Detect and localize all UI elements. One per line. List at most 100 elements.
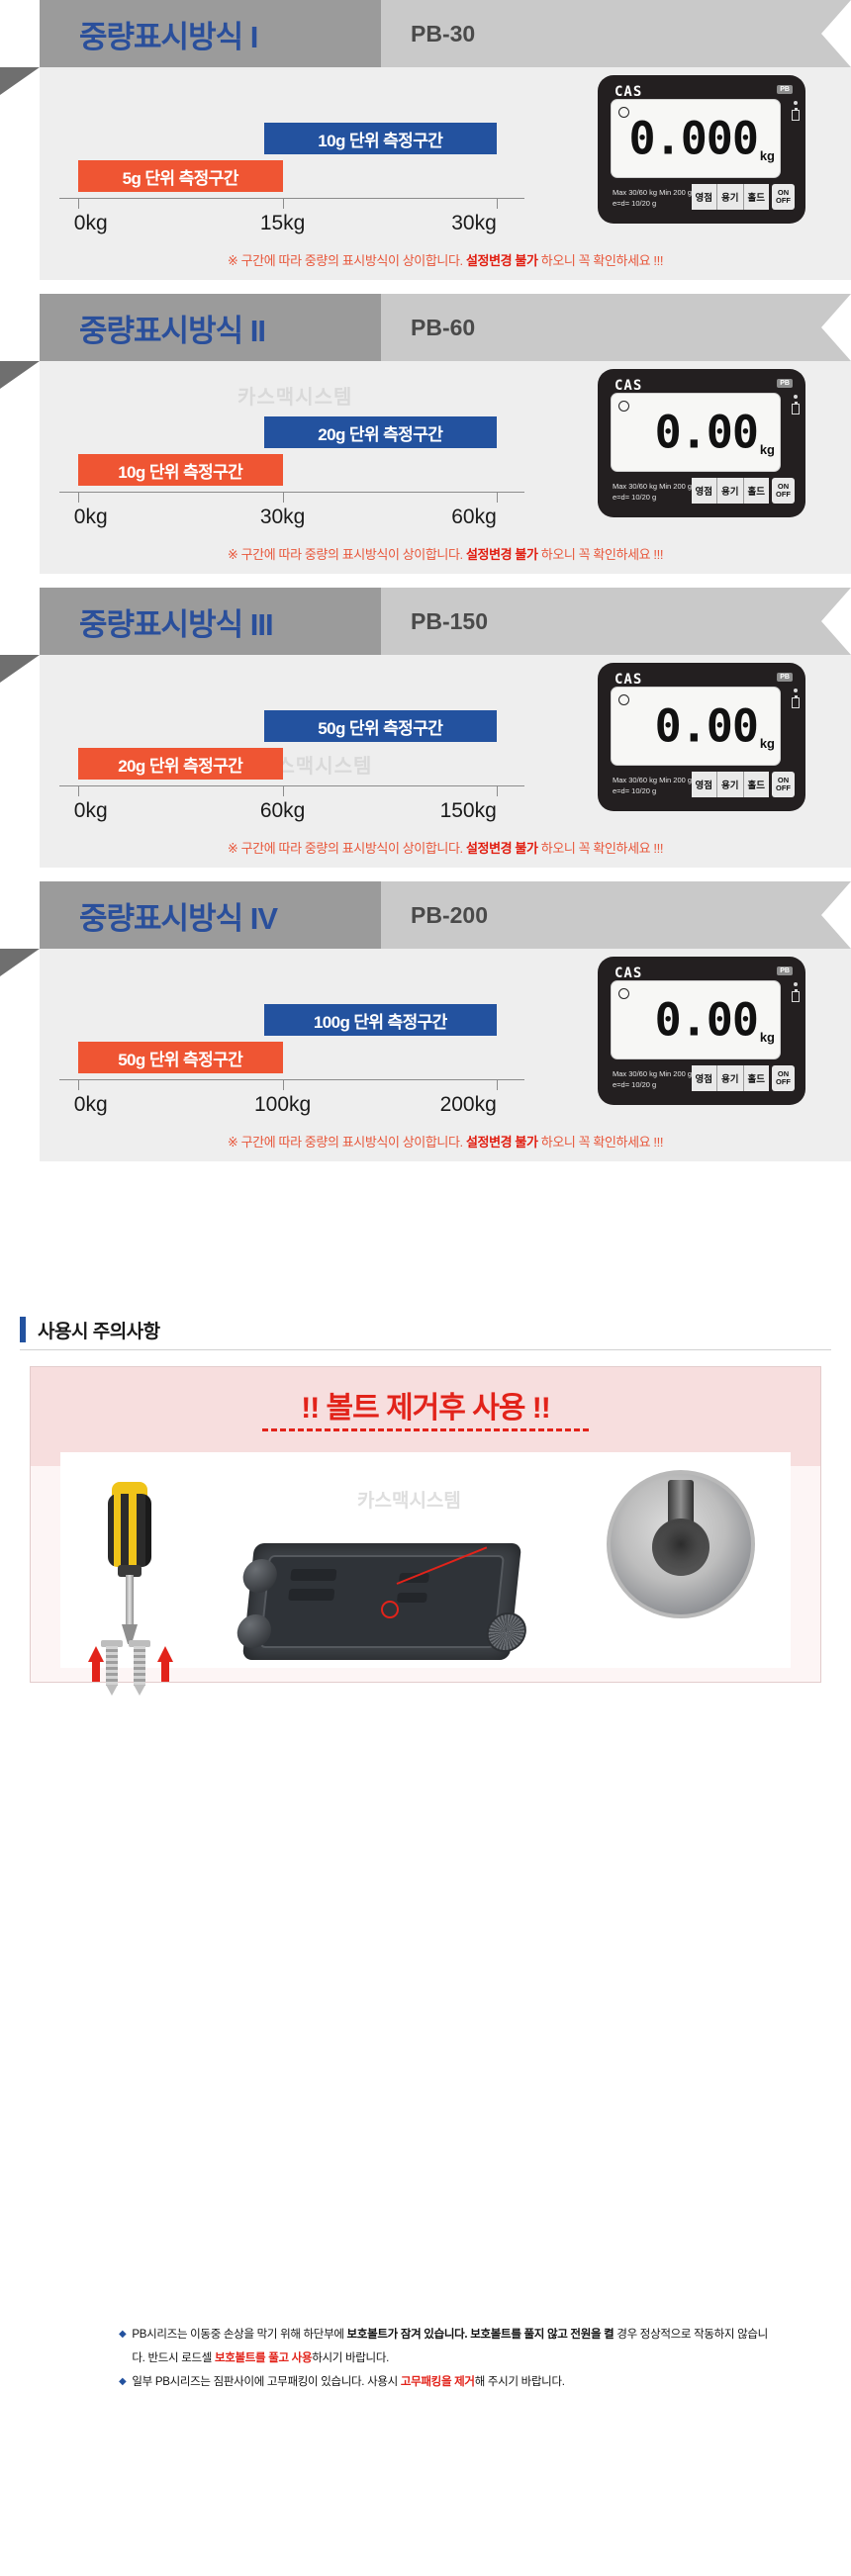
zero-key[interactable]: 영점 bbox=[691, 1065, 718, 1091]
keypad: 영점 용기 홀드 ON OFF bbox=[691, 772, 795, 797]
low-range-band: 50g 단위 측정구간 bbox=[77, 1042, 283, 1073]
card-title: 중량표시방식 III bbox=[79, 606, 274, 642]
hold-key[interactable]: 홀드 bbox=[743, 478, 769, 504]
pb-badge: PB bbox=[777, 673, 793, 682]
hold-key[interactable]: 홀드 bbox=[743, 1065, 769, 1091]
lcd-weight-unit: kg bbox=[759, 736, 775, 751]
low-range-band: 5g 단위 측정구간 bbox=[77, 160, 283, 192]
power-led-icon bbox=[794, 395, 798, 399]
axis-tick bbox=[496, 1079, 498, 1090]
tare-key[interactable]: 용기 bbox=[717, 184, 744, 210]
tare-key[interactable]: 용기 bbox=[717, 478, 744, 504]
card-header: 중량표시방식 II PB-60 bbox=[0, 294, 851, 389]
footnote-segment: 하시기 바랍니다. bbox=[312, 2352, 389, 2364]
cas-indicator: CAS PB 0.000 kg Max 30/60 kg Min 200 g e… bbox=[598, 75, 805, 224]
axis-tick-label: 0kg bbox=[73, 212, 108, 234]
zero-key[interactable]: 영점 bbox=[691, 478, 718, 504]
indicator-bottom-bar: Max 30/60 kg Min 200 g e=d= 10/20 g 영점 용… bbox=[607, 478, 797, 513]
power-key[interactable]: ON OFF bbox=[772, 478, 795, 504]
axis-tick-label: 0kg bbox=[73, 1093, 108, 1116]
lcd-screen: 0.000 kg bbox=[611, 99, 781, 178]
screw-icon-left bbox=[101, 1640, 123, 1696]
function-key-group: 영점 용기 홀드 bbox=[691, 772, 769, 797]
note-suffix: 하오니 꼭 확인하세요 !!! bbox=[537, 253, 664, 268]
footnote-text: 일부 PB시리즈는 짐판사이에 고무패킹이 있습니다. 사용시 고무패킹을 제거… bbox=[132, 2370, 772, 2394]
tare-key[interactable]: 용기 bbox=[717, 772, 744, 797]
indicator-status-icons bbox=[790, 689, 802, 708]
footnote-segment: 보호볼트를 풀고 사용 bbox=[214, 2352, 313, 2364]
cas-indicator: CAS PB 0.00 kg Max 30/60 kg Min 200 g e=… bbox=[598, 369, 805, 517]
indicator-status-icons bbox=[790, 982, 802, 1002]
lcd-weight-value: 0.00 bbox=[654, 993, 759, 1047]
power-key[interactable]: ON OFF bbox=[772, 772, 795, 797]
range-axis-line bbox=[59, 492, 524, 493]
cas-brand-logo: CAS bbox=[615, 966, 643, 981]
note-suffix: 하오니 꼭 확인하세요 !!! bbox=[537, 841, 664, 856]
indicator-spec-text: Max 30/60 kg Min 200 g e=d= 10/20 g bbox=[613, 775, 692, 796]
power-key-line-1: ON bbox=[777, 776, 790, 784]
weight-display-card: 중량표시방식 I PB-30 카스맥시스템 10g 단위 측정구간 5g 단위 … bbox=[0, 0, 851, 280]
note-emphasis: 설정변경 불가 bbox=[465, 841, 538, 856]
axis-tick-label: 15kg bbox=[259, 212, 306, 234]
note-emphasis: 설정변경 불가 bbox=[465, 253, 538, 268]
footnote-row: ◆ 일부 PB시리즈는 짐판사이에 고무패킹이 있습니다. 사용시 고무패킹을 제… bbox=[119, 2370, 772, 2394]
function-key-group: 영점 용기 홀드 bbox=[691, 478, 769, 504]
range-note: ※ 구간에 따라 중량의 표시방식이 상이합니다. 설정변경 불가 하오니 꼭 … bbox=[40, 1132, 851, 1150]
note-suffix: 하오니 꼭 확인하세요 !!! bbox=[537, 1135, 664, 1150]
zero-key[interactable]: 영점 bbox=[691, 184, 718, 210]
axis-tick bbox=[282, 492, 284, 503]
footnote-segment: 해 주시기 바랍니다. bbox=[474, 2376, 565, 2388]
indicator-top-bar: CAS PB bbox=[607, 965, 797, 981]
note-emphasis: 설정변경 불가 bbox=[465, 547, 538, 562]
measurement-range-chart: 100g 단위 측정구간 50g 단위 측정구간 0kg 100kg 200kg bbox=[59, 982, 524, 1131]
footnote-row: ◆ PB시리즈는 이동중 손상을 막기 위해 하단부에 보호볼트가 잠겨 있습니다… bbox=[119, 2323, 772, 2370]
arrow-up-icon-left bbox=[88, 1646, 104, 1682]
footnote-segment: 일부 PB시리즈는 짐판사이에 고무패킹이 있습니다. 사용시 bbox=[132, 2376, 401, 2388]
note-prefix: ※ 구간에 따라 중량의 표시방식이 상이합니다. bbox=[227, 547, 466, 562]
spec-line-2: e=d= 10/20 g bbox=[613, 786, 657, 795]
indicator-status-icons bbox=[790, 101, 802, 121]
power-key-line-1: ON bbox=[777, 188, 790, 197]
lcd-weight-value: 0.000 bbox=[628, 112, 759, 165]
weight-display-card: 중량표시방식 IV PB-200 카스맥시스템 100g 단위 측정구간 50g… bbox=[0, 881, 851, 1161]
lcd-screen: 0.00 kg bbox=[611, 980, 781, 1059]
caution-accent-bar bbox=[20, 1317, 26, 1342]
indicator-bottom-bar: Max 30/60 kg Min 200 g e=d= 10/20 g 영점 용… bbox=[607, 1065, 797, 1101]
ribbon-fold-decoration bbox=[0, 655, 40, 683]
lcd-screen: 0.00 kg bbox=[611, 393, 781, 472]
axis-tick-label: 60kg bbox=[451, 506, 497, 528]
power-key[interactable]: ON OFF bbox=[772, 184, 795, 210]
hold-key[interactable]: 홀드 bbox=[743, 184, 769, 210]
model-name: PB-30 bbox=[411, 20, 476, 46]
power-key-line-1: ON bbox=[777, 482, 790, 491]
power-led-icon bbox=[794, 101, 798, 105]
indicator-bottom-bar: Max 30/60 kg Min 200 g e=d= 10/20 g 영점 용… bbox=[607, 184, 797, 220]
spec-line-1: Max 30/60 kg Min 200 g bbox=[613, 776, 693, 784]
spec-line-2: e=d= 10/20 g bbox=[613, 493, 657, 502]
header-ribbon: 중량표시방식 III bbox=[40, 588, 381, 655]
card-header: 중량표시방식 I PB-30 bbox=[0, 0, 851, 95]
bolt-closeup-magnifier bbox=[607, 1470, 755, 1618]
lcd-weight-value: 0.00 bbox=[654, 699, 759, 753]
indicator-top-bar: CAS PB bbox=[607, 671, 797, 688]
indicator-spec-text: Max 30/60 kg Min 200 g e=d= 10/20 g bbox=[613, 481, 692, 503]
hold-key[interactable]: 홀드 bbox=[743, 772, 769, 797]
keypad: 영점 용기 홀드 ON OFF bbox=[691, 184, 795, 210]
header-ribbon: 중량표시방식 IV bbox=[40, 881, 381, 949]
zero-key[interactable]: 영점 bbox=[691, 772, 718, 797]
power-key[interactable]: ON OFF bbox=[772, 1065, 795, 1091]
card-body: 카스맥시스템 50g 단위 측정구간 20g 단위 측정구간 0kg 60kg … bbox=[40, 655, 851, 868]
tare-key[interactable]: 용기 bbox=[717, 1065, 744, 1091]
cas-indicator: CAS PB 0.00 kg Max 30/60 kg Min 200 g e=… bbox=[598, 663, 805, 811]
axis-tick bbox=[77, 198, 79, 209]
high-range-band: 10g 단위 측정구간 bbox=[263, 123, 497, 154]
low-range-band: 20g 단위 측정구간 bbox=[77, 748, 283, 780]
lcd-weight-unit: kg bbox=[759, 148, 775, 163]
zero-indicator-icon bbox=[618, 107, 629, 118]
lcd-screen: 0.00 kg bbox=[611, 687, 781, 766]
card-header: 중량표시방식 IV PB-200 bbox=[0, 881, 851, 976]
model-name: PB-60 bbox=[411, 314, 476, 340]
power-key-line-1: ON bbox=[777, 1069, 790, 1078]
cas-indicator: CAS PB 0.00 kg Max 30/60 kg Min 200 g e=… bbox=[598, 957, 805, 1105]
cas-brand-logo: CAS bbox=[615, 378, 643, 394]
